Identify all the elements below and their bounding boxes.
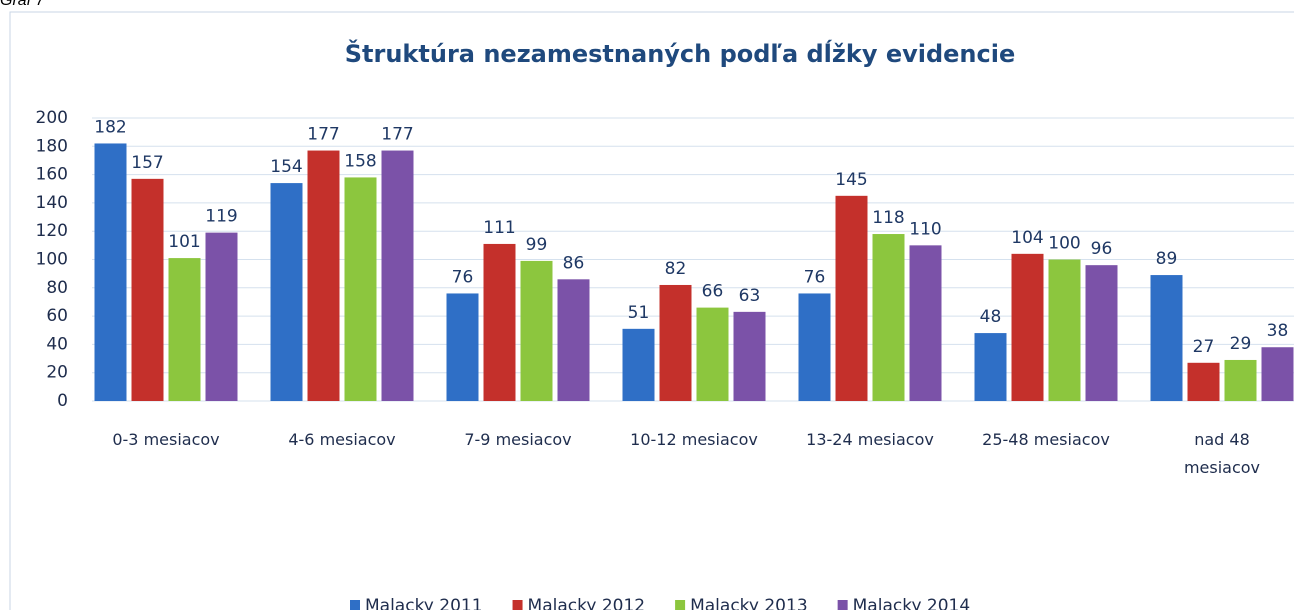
bar bbox=[307, 150, 340, 401]
data-label: 154 bbox=[270, 157, 302, 177]
data-label: 96 bbox=[1091, 239, 1113, 259]
data-label: 48 bbox=[980, 307, 1002, 327]
bar bbox=[909, 245, 942, 401]
y-tick-label: 100 bbox=[36, 250, 68, 270]
data-label: 111 bbox=[483, 218, 515, 238]
y-tick-label: 0 bbox=[57, 391, 68, 411]
data-label: 118 bbox=[872, 208, 904, 228]
bar bbox=[659, 284, 692, 401]
bar bbox=[131, 178, 164, 401]
data-label: 104 bbox=[1011, 228, 1043, 248]
x-tick-label: 10-12 mesiacov bbox=[630, 430, 758, 449]
data-label: 27 bbox=[1193, 337, 1215, 357]
data-label: 76 bbox=[452, 267, 474, 287]
y-tick-label: 80 bbox=[46, 278, 68, 298]
bar bbox=[798, 293, 831, 401]
data-label: 101 bbox=[168, 232, 200, 252]
bar bbox=[1048, 259, 1081, 401]
data-label: 38 bbox=[1267, 321, 1289, 341]
bar bbox=[446, 293, 479, 401]
caption: Graf 7 bbox=[0, 0, 45, 9]
y-tick-label: 140 bbox=[36, 193, 68, 213]
data-label: 86 bbox=[563, 253, 585, 273]
bar bbox=[733, 311, 766, 401]
data-label: 177 bbox=[381, 125, 413, 145]
y-tick-label: 200 bbox=[36, 108, 68, 128]
x-tick-label: nad 48 mesiacov bbox=[1183, 430, 1261, 477]
data-label: 157 bbox=[131, 153, 163, 173]
data-label: 99 bbox=[526, 235, 548, 255]
bar bbox=[344, 177, 377, 401]
bar bbox=[974, 333, 1007, 401]
bar bbox=[483, 243, 516, 401]
data-label: 145 bbox=[835, 170, 867, 190]
data-label: 177 bbox=[307, 125, 339, 145]
data-label: 89 bbox=[1156, 249, 1178, 269]
bar bbox=[1261, 347, 1294, 401]
bar bbox=[270, 183, 303, 401]
data-label: 182 bbox=[94, 117, 126, 137]
y-tick-label: 180 bbox=[36, 136, 68, 156]
bar bbox=[1150, 275, 1183, 401]
x-tick-label: 7-9 mesiacov bbox=[464, 430, 572, 449]
legend-swatch bbox=[350, 600, 360, 610]
y-tick-label: 40 bbox=[46, 334, 68, 354]
data-label: 110 bbox=[909, 219, 941, 239]
bar bbox=[520, 260, 553, 401]
y-tick-label: 160 bbox=[36, 165, 68, 185]
bar bbox=[1011, 253, 1044, 401]
data-label: 51 bbox=[628, 303, 650, 323]
data-label: 82 bbox=[665, 259, 687, 279]
bar bbox=[1085, 265, 1118, 401]
data-label: 29 bbox=[1230, 334, 1252, 354]
y-tick-label: 120 bbox=[36, 221, 68, 241]
y-tick-label: 60 bbox=[46, 306, 68, 326]
x-tick-label: 4-6 mesiacov bbox=[288, 430, 396, 449]
data-label: 63 bbox=[739, 286, 761, 306]
y-tick-label: 20 bbox=[46, 363, 68, 383]
bar bbox=[835, 195, 868, 401]
legend-label: Malacky 2013 bbox=[690, 596, 808, 610]
x-tick-label: 0-3 mesiacov bbox=[112, 430, 220, 449]
bar bbox=[696, 307, 729, 401]
legend-swatch bbox=[837, 600, 848, 610]
legend-label: Malacky 2014 bbox=[853, 596, 971, 610]
bar bbox=[168, 258, 201, 401]
data-label: 66 bbox=[702, 282, 724, 302]
bar bbox=[1224, 359, 1257, 401]
bar bbox=[622, 328, 655, 401]
bar bbox=[205, 232, 238, 401]
bar bbox=[872, 234, 905, 401]
x-tick-label: 25-48 mesiacov bbox=[982, 430, 1110, 449]
legend-label: Malacky 2011 bbox=[365, 596, 483, 610]
bar bbox=[381, 150, 414, 401]
legend-swatch bbox=[512, 600, 523, 610]
bar bbox=[94, 143, 127, 401]
chart-title: Štruktúra nezamestnaných podľa dĺžky evi… bbox=[345, 38, 1016, 68]
legend-swatch bbox=[675, 600, 686, 610]
bar bbox=[557, 279, 590, 401]
data-label: 100 bbox=[1048, 234, 1080, 254]
bar bbox=[1187, 362, 1220, 401]
data-label: 76 bbox=[804, 267, 826, 287]
legend-label: Malacky 2012 bbox=[528, 596, 646, 610]
x-tick-label: 13-24 mesiacov bbox=[806, 430, 934, 449]
data-label: 158 bbox=[344, 151, 376, 171]
data-label: 119 bbox=[205, 207, 237, 227]
